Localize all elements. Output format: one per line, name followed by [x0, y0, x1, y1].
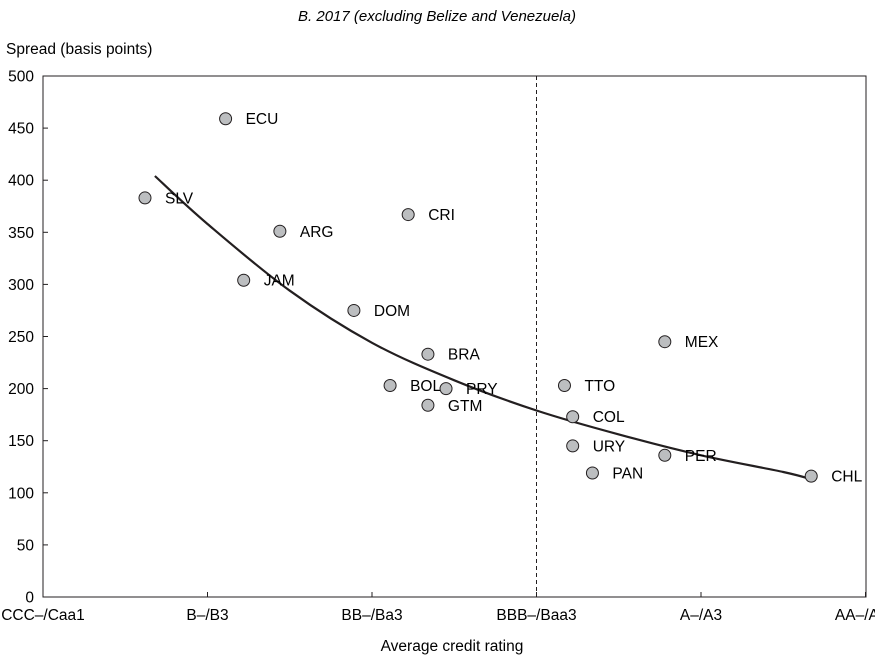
- x-axis-label: Average credit rating: [381, 638, 524, 655]
- data-point-label: ARG: [300, 224, 334, 241]
- y-tick-label: 50: [17, 537, 35, 554]
- data-point-label: COL: [593, 409, 625, 426]
- data-point-mex: [658, 335, 672, 349]
- data-point-label: ECU: [246, 111, 279, 128]
- data-point-label: TTO: [584, 378, 615, 395]
- y-tick-label: 300: [8, 277, 34, 294]
- data-point-dom: [347, 303, 361, 317]
- data-point-arg: [273, 224, 287, 238]
- data-point-label: CRI: [428, 207, 455, 224]
- data-point-chl: [804, 469, 818, 483]
- y-tick-label: 450: [8, 121, 34, 138]
- y-axis-label: Spread (basis points): [6, 41, 152, 58]
- y-tick-label: 150: [8, 433, 34, 450]
- data-point-label: BOL: [410, 378, 441, 395]
- fit-curve: [154, 175, 812, 481]
- chart-title: B. 2017 (excluding Belize and Venezuela): [298, 8, 576, 25]
- x-tick-label: CCC–/Caa1: [1, 607, 85, 624]
- y-tick-label: 100: [8, 485, 34, 502]
- data-point-label: GTM: [448, 398, 482, 415]
- data-point-label: DOM: [374, 303, 410, 320]
- data-point-pan: [585, 466, 599, 480]
- data-point-label: MEX: [685, 334, 719, 351]
- data-point-label: CHL: [831, 469, 862, 486]
- data-point-pry: [439, 382, 453, 396]
- data-point-label: PRY: [466, 381, 498, 398]
- y-tick-label: 400: [8, 173, 34, 190]
- y-axis: 0 50 100 150 200 250 300 350 400 450 500: [8, 69, 48, 607]
- data-point-label: PAN: [612, 466, 643, 483]
- data-point-ury: [566, 439, 580, 453]
- data-point-tto: [557, 378, 571, 392]
- data-point-col: [566, 410, 580, 424]
- data-point-gtm: [421, 398, 435, 412]
- data-point-per: [658, 448, 672, 462]
- data-point-jam: [237, 273, 251, 287]
- x-tick-label: B–/B3: [186, 607, 228, 624]
- x-axis: CCC–/Caa1 B–/B3 BB–/Ba3 BBB–/Baa3 A–/A3 AA–/A…: [1, 592, 875, 624]
- y-tick-label: 350: [8, 225, 34, 242]
- data-point-ecu: [219, 112, 233, 126]
- fit-curve-group: [154, 175, 812, 481]
- data-point-label: PER: [685, 448, 717, 465]
- y-tick-label: 0: [25, 590, 34, 607]
- y-tick-label: 500: [8, 69, 34, 86]
- x-tick-label: BBB–/Baa3: [496, 607, 576, 624]
- x-tick-label: BB–/Ba3: [341, 607, 402, 624]
- data-point-label: JAM: [264, 273, 295, 290]
- data-point-bol: [383, 378, 397, 392]
- data-point-label: URY: [593, 438, 625, 455]
- data-point-bra: [421, 347, 435, 361]
- x-tick-label: AA–/Aa3: [835, 607, 875, 624]
- plot-area-frame: [42, 75, 867, 598]
- data-point-slv: [138, 191, 152, 205]
- x-tick-label: A–/A3: [680, 607, 722, 624]
- data-point-cri: [401, 208, 415, 222]
- data-point-label: SLV: [165, 190, 194, 207]
- data-point-label: BRA: [448, 347, 481, 364]
- y-tick-label: 250: [8, 329, 34, 346]
- y-tick-label: 200: [8, 381, 34, 398]
